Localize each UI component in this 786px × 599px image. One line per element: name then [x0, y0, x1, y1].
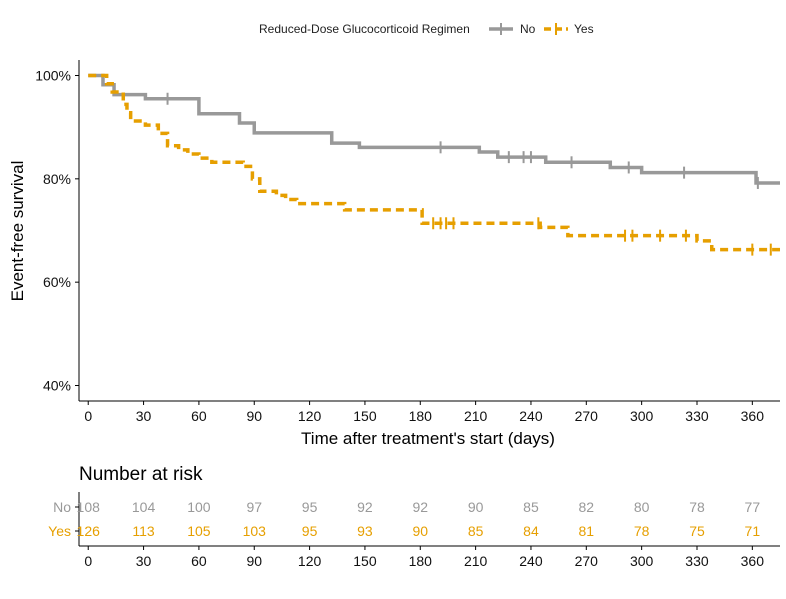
x-tick-label: 300: [630, 408, 654, 424]
risk-x-tick-label: 240: [519, 553, 543, 569]
survival-curves: [88, 73, 780, 256]
x-tick-label: 330: [685, 408, 709, 424]
risk-x-tick-label: 150: [353, 553, 377, 569]
risk-value-yes: 113: [132, 523, 155, 539]
risk-value-yes: 71: [745, 523, 761, 539]
risk-row-label-no: No: [53, 499, 71, 515]
risk-value-no: 90: [468, 499, 484, 515]
y-tick-label: 40%: [43, 378, 71, 394]
risk-x-tick-label: 330: [685, 553, 709, 569]
x-tick-label: 30: [136, 408, 152, 424]
risk-value-no: 78: [689, 499, 705, 515]
risk-value-no: 85: [523, 499, 539, 515]
risk-x-tick-label: 270: [575, 553, 599, 569]
x-tick-label: 180: [409, 408, 433, 424]
risk-value-no: 80: [634, 499, 650, 515]
risk-value-yes: 81: [579, 523, 595, 539]
x-tick-label: 360: [741, 408, 765, 424]
x-axis-label: Time after treatment's start (days): [301, 429, 555, 448]
x-tick-label: 240: [519, 408, 543, 424]
risk-value-yes: 84: [523, 523, 539, 539]
risk-x-tick-label: 210: [464, 553, 488, 569]
risk-value-no: 97: [246, 499, 262, 515]
y-tick-label: 80%: [43, 171, 71, 187]
risk-x-tick-label: 300: [630, 553, 654, 569]
risk-value-yes: 85: [468, 523, 484, 539]
risk-row-label-yes: Yes: [48, 523, 71, 539]
risk-x-tick-label: 90: [246, 553, 262, 569]
risk-x-tick-label: 180: [409, 553, 433, 569]
survival-curve-no: [88, 73, 780, 185]
risk-value-no: 77: [745, 499, 761, 515]
x-tick-label: 270: [575, 408, 599, 424]
x-tick-label: 90: [246, 408, 262, 424]
survival-curve-yes: [88, 73, 780, 252]
legend-label-no: No: [520, 22, 536, 36]
y-tick-label: 100%: [35, 68, 71, 84]
risk-value-no: 82: [579, 499, 595, 515]
risk-value-yes: 105: [187, 523, 211, 539]
x-tick-label: 60: [191, 408, 207, 424]
risk-value-yes: 103: [243, 523, 267, 539]
legend-item-yes: Yes: [544, 22, 594, 36]
risk-x-tick-label: 120: [298, 553, 322, 569]
risk-value-yes: 95: [302, 523, 318, 539]
risk-value-yes: 93: [357, 523, 373, 539]
y-axis-ticks: 40% 60% 80% 100%: [35, 68, 79, 394]
risk-x-tick-label: 60: [191, 553, 207, 569]
risk-table: No 108 104 100 97 95 92 92 90 85 82 80 78 77 Yes 126 113…: [48, 499, 764, 569]
risk-value-no: 100: [187, 499, 211, 515]
y-tick-label: 60%: [43, 274, 71, 290]
risk-value-yes: 75: [689, 523, 705, 539]
risk-value-yes: 90: [412, 523, 428, 539]
risk-x-tick-label: 30: [136, 553, 152, 569]
risk-x-tick-label: 0: [84, 553, 92, 569]
risk-value-no: 92: [357, 499, 373, 515]
risk-value-no: 108: [77, 499, 101, 515]
risk-value-yes: 78: [634, 523, 650, 539]
x-axis-ticks: 0 30 60 90 120 150 180 210 240 270 300 330 360: [84, 401, 764, 424]
risk-x-tick-label: 360: [741, 553, 765, 569]
risk-value-no: 95: [302, 499, 318, 515]
risk-value-no: 104: [132, 499, 156, 515]
legend-item-no: No: [489, 22, 536, 36]
x-tick-label: 0: [84, 408, 92, 424]
y-axis-label: Event-free survival: [8, 161, 27, 302]
x-tick-label: 210: [464, 408, 488, 424]
risk-value-yes: 126: [77, 523, 101, 539]
risk-value-no: 92: [412, 499, 428, 515]
x-tick-label: 150: [353, 408, 377, 424]
legend-label-yes: Yes: [574, 22, 594, 36]
x-tick-label: 120: [298, 408, 322, 424]
legend: Reduced-Dose Glucocorticoid Regimen No Y…: [259, 22, 594, 36]
legend-title: Reduced-Dose Glucocorticoid Regimen: [259, 22, 470, 36]
risk-table-title: Number at risk: [79, 464, 203, 485]
